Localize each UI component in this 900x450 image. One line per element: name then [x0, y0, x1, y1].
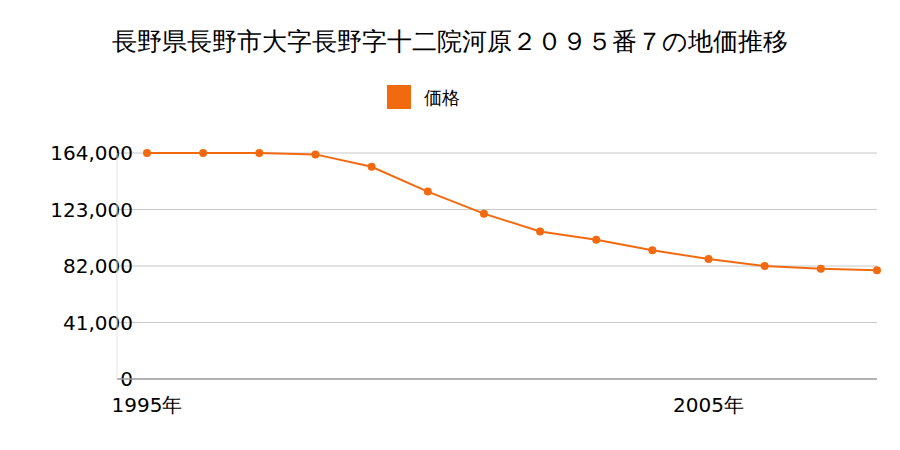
y-tick-label: 123,000 [50, 198, 133, 222]
grid-line [117, 209, 877, 210]
point [873, 266, 881, 274]
legend: 価格 [387, 85, 460, 109]
x-tick-label: 2005年 [673, 393, 744, 417]
point [705, 255, 713, 263]
point [143, 149, 151, 157]
point [536, 228, 544, 236]
title: 長野県長野市大字長野字十二院河原２０９５番７の地価推移 [112, 27, 788, 56]
point [480, 210, 488, 218]
x-tick-label: 1995年 [112, 393, 183, 417]
point [761, 262, 769, 270]
y-tick-label: 41,000 [63, 311, 133, 335]
point [368, 163, 376, 171]
x-axis [117, 378, 877, 380]
plot-area [143, 149, 881, 274]
line [147, 153, 877, 270]
point [817, 265, 825, 273]
point [592, 236, 600, 244]
y-axis [117, 153, 118, 379]
point [648, 246, 656, 254]
chart: 長野県長野市大字長野字十二院河原２０９５番７の地価推移価格041,00082,0… [0, 0, 900, 450]
point [424, 188, 432, 196]
legend-label: 価格 [424, 87, 460, 108]
y-tick-label: 82,000 [63, 254, 133, 278]
point [199, 149, 207, 157]
y-tick-label: 164,000 [50, 141, 133, 165]
point [311, 150, 319, 158]
grid-line [117, 322, 877, 323]
point [255, 149, 263, 157]
legend-swatch [387, 85, 411, 109]
